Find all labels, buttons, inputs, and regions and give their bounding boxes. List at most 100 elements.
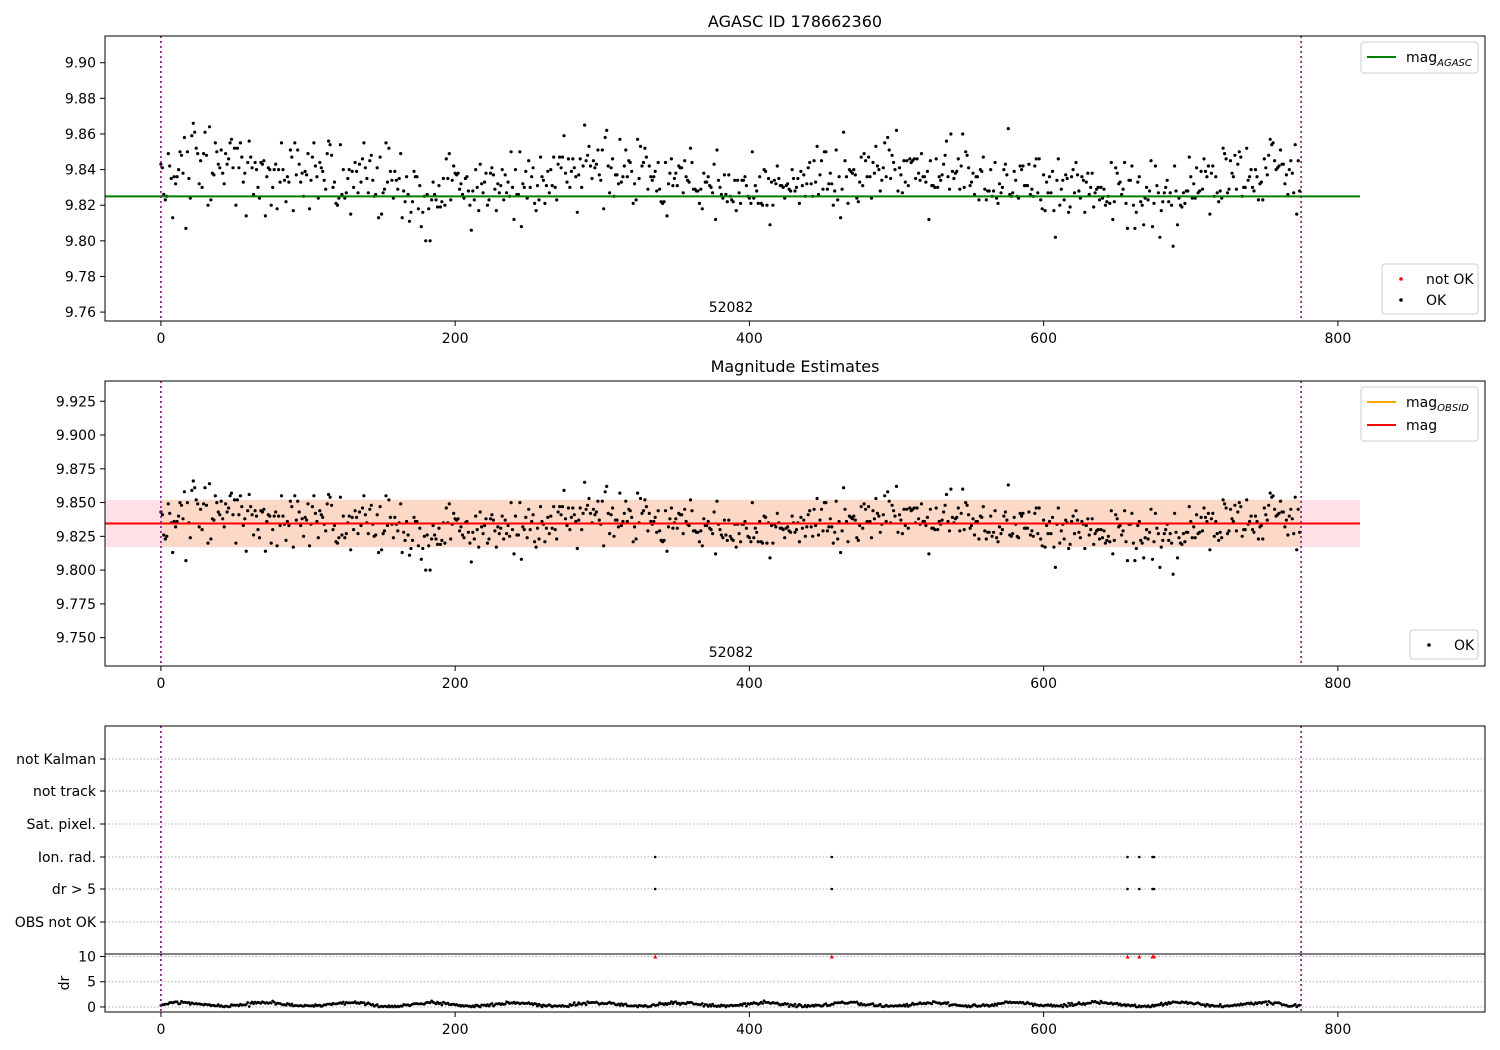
ok-point [967,166,971,170]
ok-point [172,519,176,524]
ok-point [586,503,590,507]
ok-point [972,192,977,197]
ok-point [590,176,594,181]
ok-point [471,530,475,534]
ok-point [946,175,950,179]
ok-point [203,486,207,490]
ok-point [761,203,765,207]
ok-point [549,514,553,518]
ok-point [1000,185,1005,189]
ok-point [793,189,797,193]
ok-point [899,518,903,522]
ok-point [444,157,448,161]
ok-point [1039,198,1043,202]
ok-point [834,499,838,503]
ok-point [340,533,344,537]
ok-point [828,517,832,521]
ok-point [1152,201,1156,205]
ok-point [1205,519,1209,524]
ok-point [1118,523,1122,528]
ok-point [369,153,373,157]
ok-point [752,536,756,540]
ok-point [228,141,232,145]
ok-point [466,530,470,534]
ok-point [630,169,634,173]
ok-point [1084,523,1088,528]
ok-point [1167,538,1171,543]
ok-point [1187,505,1191,509]
ok-point [566,506,571,510]
ok-point [509,501,513,505]
ok-point [665,549,669,553]
ok-point [915,506,919,510]
ok-point [903,180,907,184]
ok-point [933,528,937,532]
y-tick-label: 9.90 [65,56,96,72]
dr-point [1159,1001,1163,1005]
ok-point [450,178,454,182]
ok-point [1187,155,1191,159]
ok-point [1246,178,1250,182]
ok-point [928,159,933,163]
ok-point [1139,200,1143,204]
ok-point [640,164,644,168]
ok-point [160,513,164,517]
ok-point [878,189,882,193]
flag-event-point [1126,887,1129,891]
dr-point [946,1001,950,1004]
ok-point [550,184,554,188]
ok-point [1115,171,1119,175]
ok-point [1071,514,1075,518]
ok-point [681,532,685,536]
ok-point [410,538,415,543]
ok-point [981,155,985,159]
ok-point [1014,178,1018,182]
ok-point [577,173,581,177]
ok-point [312,141,316,145]
ok-point [1249,514,1253,518]
ok-point [512,217,516,222]
ok-point [1256,537,1260,541]
ok-point [1273,507,1277,511]
ok-point [278,180,282,184]
ok-point [764,169,768,173]
ok-point [908,506,912,510]
panel1-legend-lines[interactable]: magAGASC [1360,41,1479,74]
ok-point [274,510,278,514]
ok-point [162,192,166,197]
ok-point [263,549,267,553]
ok-point [987,189,991,193]
ok-point [277,514,281,518]
ok-point [543,201,547,205]
ok-point [407,553,412,557]
ok-point [1031,534,1035,538]
ok-point [699,529,703,533]
ok-point [441,176,445,181]
ok-point [1245,146,1249,150]
ok-point [552,505,556,509]
ok-point [719,192,724,197]
ok-point [865,519,869,524]
ok-point [992,189,996,193]
ok-point [665,214,669,218]
panel2-legend-markers[interactable]: OK [1409,629,1479,660]
ok-point [403,538,407,543]
ok-point [950,169,955,173]
ok-point [1043,209,1047,213]
ok-point [487,198,491,202]
ok-point [794,528,799,532]
ok-point [410,200,415,204]
ok-point [184,226,188,230]
ok-point [531,513,535,517]
flag-event-point [1126,855,1129,859]
ok-point [656,509,660,513]
ok-point [668,517,672,521]
ok-point [519,557,524,561]
ok-point [611,157,615,161]
ok-point [481,532,485,536]
ok-point [163,198,167,202]
x-tick-label: 800 [1325,676,1352,692]
